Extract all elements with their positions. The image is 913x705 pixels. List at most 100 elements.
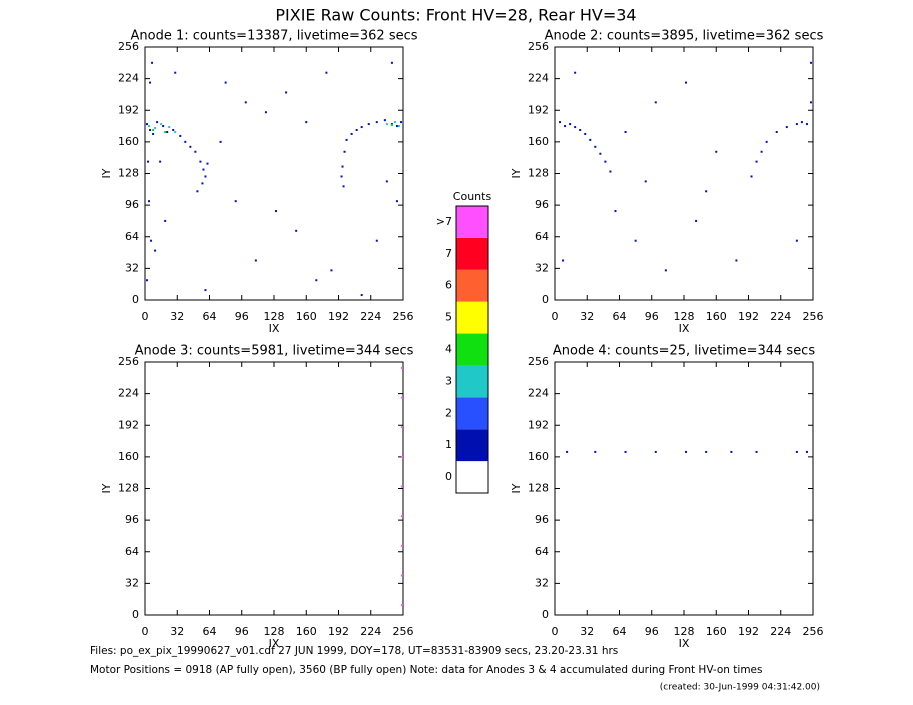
data-point	[594, 450, 597, 453]
y-tick-label: 128	[528, 167, 549, 180]
data-point	[654, 101, 657, 104]
data-point	[574, 71, 577, 74]
x-tick-label: 64	[613, 625, 627, 638]
data-point	[390, 124, 393, 127]
data-point	[604, 160, 607, 163]
y-tick-label: 64	[125, 545, 139, 558]
data-point	[340, 175, 343, 178]
colorbar-label: >7	[436, 215, 452, 228]
data-point	[201, 182, 204, 185]
data-point	[765, 140, 768, 143]
colorbar-label: 4	[445, 343, 452, 356]
y-tick-label: 64	[535, 545, 549, 558]
colorbar-title: Counts	[453, 190, 492, 203]
y-tick-label: 96	[535, 513, 549, 526]
data-point	[785, 126, 788, 129]
data-point	[584, 132, 587, 135]
y-tick-label: 128	[118, 482, 139, 495]
x-tick-label: 128	[264, 310, 285, 323]
data-point	[206, 162, 209, 165]
data-point	[305, 121, 308, 124]
colorbar-swatch	[456, 206, 488, 238]
data-point	[400, 604, 403, 607]
y-tick-label: 0	[542, 608, 549, 621]
y-tick-label: 224	[118, 72, 139, 85]
colorbar-swatch	[456, 461, 488, 493]
data-point	[395, 125, 398, 128]
y-tick-label: 96	[535, 198, 549, 211]
y-tick-label: 160	[118, 135, 139, 148]
panel-title: Anode 1: counts=13387, livetime=362 secs	[130, 29, 417, 44]
data-point	[400, 426, 403, 429]
x-tick-label: 256	[803, 625, 824, 638]
data-point	[234, 200, 237, 203]
plot-frame	[144, 361, 404, 616]
data-point	[330, 269, 333, 272]
data-point	[295, 229, 298, 232]
data-point	[795, 239, 798, 242]
y-tick-label: 32	[535, 261, 549, 274]
x-tick-label: 160	[706, 310, 727, 323]
data-point	[383, 119, 386, 122]
data-point	[204, 175, 207, 178]
data-point	[809, 61, 812, 64]
y-tick-label: 224	[528, 72, 549, 85]
data-point	[795, 450, 798, 453]
y-tick-label: 32	[535, 576, 549, 589]
data-point	[400, 574, 403, 577]
data-point	[664, 269, 667, 272]
data-point	[624, 130, 627, 133]
data-point	[390, 61, 393, 64]
y-tick-label: 64	[125, 230, 139, 243]
data-point	[360, 126, 363, 129]
data-point	[397, 125, 400, 128]
y-tick-label: 192	[528, 418, 549, 431]
data-point	[149, 129, 152, 132]
x-axis-label: IX	[269, 637, 280, 650]
colorbar-swatch	[456, 301, 488, 334]
y-tick-label: 96	[125, 513, 139, 526]
y-tick-label: 224	[118, 387, 139, 400]
y-tick-label: 160	[528, 450, 549, 463]
data-point	[609, 170, 612, 173]
data-point	[160, 123, 163, 126]
data-point	[325, 71, 328, 74]
data-point	[574, 126, 577, 129]
data-point	[400, 455, 403, 458]
y-tick-label: 0	[132, 608, 139, 621]
data-point	[735, 259, 738, 262]
data-point	[244, 101, 247, 104]
y-tick-label: 256	[528, 40, 549, 53]
x-axis-label: IX	[269, 322, 280, 335]
footer-files: Files: po_ex_pix_19990627_v01.cdf 27 JUN…	[90, 645, 618, 657]
x-tick-label: 224	[770, 310, 791, 323]
y-tick-label: 160	[528, 135, 549, 148]
data-point	[395, 200, 398, 203]
y-tick-label: 32	[125, 576, 139, 589]
data-point	[589, 138, 592, 141]
y-tick-label: 64	[535, 230, 549, 243]
x-tick-label: 224	[770, 625, 791, 638]
y-tick-label: 224	[528, 387, 549, 400]
x-axis-label: IX	[679, 637, 690, 650]
x-tick-label: 32	[170, 310, 184, 323]
x-tick-label: 192	[738, 625, 759, 638]
data-point	[566, 450, 569, 453]
x-tick-label: 160	[296, 310, 317, 323]
data-point	[385, 180, 388, 183]
data-point	[795, 123, 798, 126]
data-point	[254, 259, 257, 262]
data-point	[579, 129, 582, 132]
data-point	[705, 190, 708, 193]
y-tick-label: 32	[125, 261, 139, 274]
data-point	[805, 123, 808, 126]
y-axis-label: IY	[100, 483, 113, 493]
data-point	[400, 396, 403, 399]
data-point	[152, 129, 155, 132]
data-point	[360, 294, 363, 297]
x-tick-label: 160	[296, 625, 317, 638]
data-point	[624, 450, 627, 453]
data-point	[174, 71, 177, 74]
data-point	[614, 210, 617, 213]
colorbar-label: 5	[445, 311, 452, 324]
